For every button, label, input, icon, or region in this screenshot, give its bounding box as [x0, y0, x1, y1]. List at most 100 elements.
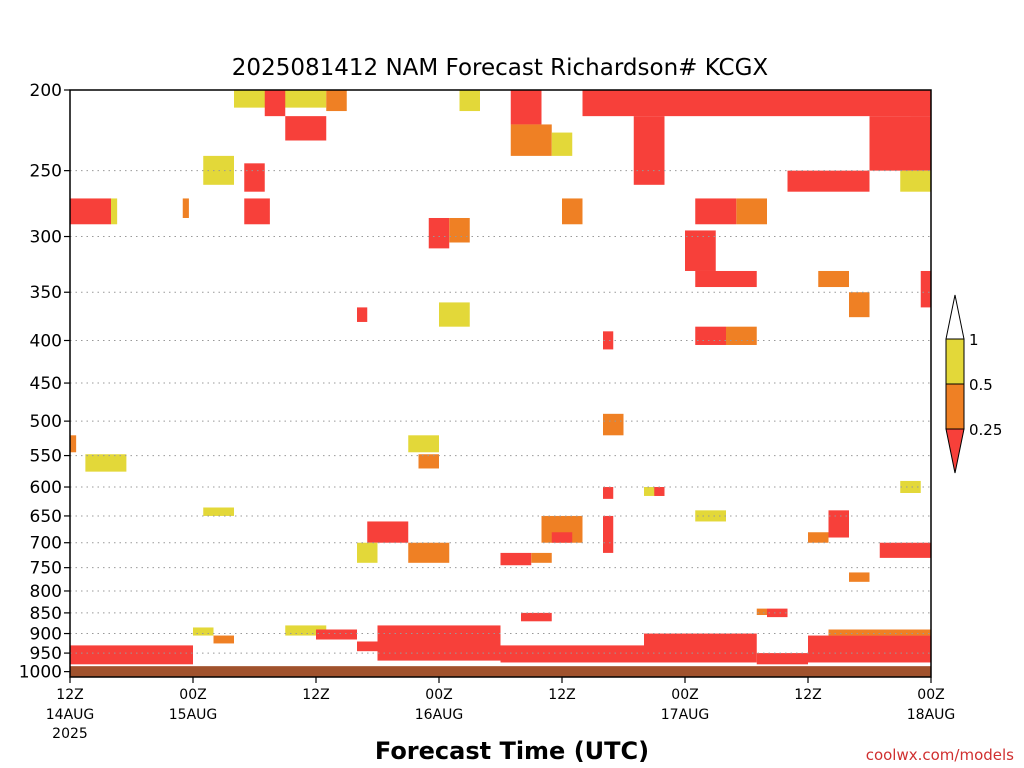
x-tick-date: 15AUG: [169, 707, 218, 723]
ri-cell: [756, 653, 808, 665]
legend-swatch: [945, 383, 965, 430]
ri-cell: [285, 625, 327, 636]
ri-cell: [531, 552, 552, 563]
ri-cell: [695, 198, 737, 225]
ri-cell: [900, 480, 921, 493]
ri-cell: [418, 454, 439, 469]
x-tick-date: 16AUG: [415, 707, 464, 723]
x-tick-date: 17AUG: [661, 707, 710, 723]
ri-cell: [439, 302, 470, 327]
ri-cell: [603, 413, 624, 436]
x-tick-label: 00Z: [179, 687, 206, 703]
ri-cell: [449, 217, 470, 243]
x-tick-year: 2025: [52, 726, 88, 742]
y-tick-label: 850: [30, 604, 62, 624]
legend-label: 1: [969, 331, 979, 349]
ri-cell: [603, 515, 614, 553]
legend-label: 0.5: [969, 376, 993, 394]
credit-text: coolwx.com/models: [866, 746, 1014, 764]
ri-cell: [726, 326, 757, 345]
x-axis: 12Z 14AUG 2025 00Z 15AUG 12Z 00Z 16AUG 12Z 00Z 17A…: [46, 677, 956, 742]
pressure-gridlines: [70, 170, 931, 654]
ri-cell: [510, 90, 542, 125]
ri-cell: [182, 198, 189, 218]
ri-cell: [357, 641, 378, 652]
ri-cell: [695, 270, 757, 288]
x-tick-label: 00Z: [671, 687, 698, 703]
y-tick-label: 800: [30, 582, 62, 602]
y-tick-label: 500: [30, 412, 62, 432]
y-tick-label: 600: [30, 478, 62, 498]
ri-cell: [244, 198, 270, 225]
ri-cell: [428, 217, 450, 249]
y-tick-label: 300: [30, 228, 62, 248]
ri-cell: [203, 507, 234, 516]
ri-cell: [869, 116, 931, 171]
ri-cell: [357, 307, 368, 322]
ri-cell: [70, 198, 111, 225]
color-legend: 1 0.5 0.25: [945, 294, 1002, 474]
ri-cell: [849, 572, 870, 582]
ri-cell: [285, 116, 327, 141]
ri-cell: [551, 532, 573, 543]
ri-cell: [828, 510, 849, 538]
ri-cell: [756, 608, 767, 616]
ri-cell: [787, 170, 870, 192]
y-tick-label: 900: [30, 625, 62, 645]
x-tick-label: 12Z: [302, 687, 329, 703]
x-tick-label: 12Z: [794, 687, 821, 703]
ri-cell: [193, 627, 214, 636]
x-tick-label: 12Z: [548, 687, 575, 703]
y-tick-label: 700: [30, 534, 62, 554]
ri-cell: [244, 163, 265, 192]
ri-cell: [808, 532, 829, 543]
x-tick-label: 00Z: [425, 687, 452, 703]
ri-cell: [695, 326, 726, 345]
ri-cell: [644, 633, 757, 663]
y-tick-label: 950: [30, 644, 62, 664]
ri-cell: [459, 90, 480, 112]
ri-cell: [264, 90, 286, 117]
ri-cell: [70, 435, 77, 453]
x-tick-date: 14AUG: [46, 707, 95, 723]
ri-cell: [633, 116, 665, 185]
ri-cell: [695, 510, 726, 522]
ri-cell: [521, 612, 552, 622]
ri-cell: [562, 198, 583, 225]
y-tick-label: 450: [30, 374, 62, 394]
ri-cell: [316, 629, 357, 640]
x-tick-label: 00Z: [917, 687, 944, 703]
x-tick-date: 18AUG: [907, 707, 956, 723]
ri-cell: [377, 625, 501, 661]
ri-cell: [828, 629, 931, 636]
ri-cell: [849, 292, 870, 318]
ri-cell: [654, 487, 665, 496]
ri-cell: [367, 521, 409, 543]
y-tick-label: 550: [30, 447, 62, 467]
ri-cell: [357, 542, 378, 563]
ri-cell: [900, 170, 931, 192]
ri-cell: [510, 124, 552, 156]
ri-cell: [500, 645, 644, 663]
y-tick-label: 750: [30, 559, 62, 579]
ri-cell: [818, 270, 849, 288]
surface-band: [70, 666, 931, 677]
ri-cell: [736, 198, 767, 225]
legend-top-triangle: [945, 294, 965, 340]
y-tick-label: 350: [30, 283, 62, 303]
chart-title: 2025081412 NAM Forecast Richardson# KCGX: [232, 55, 769, 81]
ri-cell: [808, 635, 931, 663]
ri-cell: [767, 608, 788, 618]
y-tick-label: 400: [30, 331, 62, 351]
ri-cell: [551, 132, 573, 156]
ri-cell: [603, 487, 614, 499]
ri-cell: [408, 542, 450, 563]
ri-cell: [582, 90, 931, 117]
ri-cell: [213, 635, 234, 644]
ri-cell: [910, 90, 931, 117]
ri-cell: [685, 230, 716, 271]
x-tick-label: 12Z: [56, 687, 83, 703]
ri-cell: [603, 331, 614, 350]
ri-cell: [85, 454, 127, 472]
